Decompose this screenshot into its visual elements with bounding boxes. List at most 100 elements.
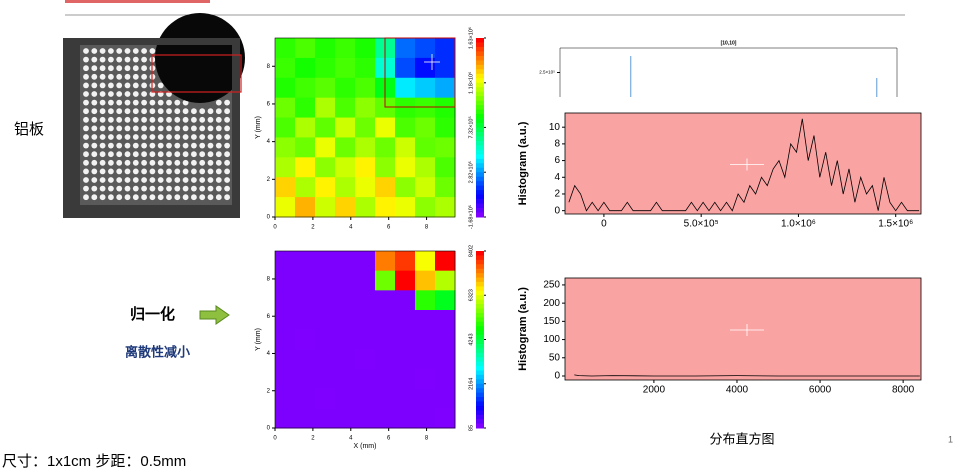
dot (141, 177, 148, 183)
dot (116, 177, 123, 183)
dot (83, 194, 89, 201)
highlight (151, 54, 242, 93)
dot (182, 151, 189, 158)
dot (132, 125, 139, 132)
dot (83, 125, 89, 132)
heat-cell (375, 369, 396, 390)
dot (199, 142, 206, 149)
colorbar-label: 2.82×10⁵ (467, 161, 474, 183)
x-tick-label: 8 (425, 436, 429, 442)
dot (91, 159, 98, 166)
heat-cell (435, 329, 456, 350)
colorbar-step (476, 379, 484, 385)
y-tick-label: 250 (543, 280, 560, 291)
heat-cell (435, 197, 456, 218)
x-tick-label: 2 (311, 225, 315, 231)
y-tick-label: 4 (267, 351, 271, 357)
heat-cell (375, 251, 396, 272)
hole (155, 13, 245, 103)
heat-cell (395, 270, 416, 291)
x-tick-label: 1.5×10⁶ (878, 219, 913, 230)
dot (116, 134, 123, 140)
heat-cell (435, 270, 456, 291)
heat-cell (415, 117, 436, 138)
dot (91, 116, 98, 123)
dot (174, 194, 181, 201)
dot (191, 142, 197, 149)
x-tick-label: 0 (273, 436, 277, 442)
dot (182, 108, 189, 115)
colorbar-step (476, 208, 484, 214)
dot (215, 134, 222, 140)
dot (141, 73, 148, 80)
dot (149, 168, 156, 175)
dot (83, 116, 89, 123)
heat-cell (375, 117, 396, 138)
dot (199, 168, 206, 175)
heat-cell (315, 251, 336, 272)
dot (191, 134, 197, 140)
heat-cell (335, 349, 356, 370)
heat-cell (355, 137, 376, 158)
dot (99, 142, 106, 149)
heat-cell (315, 369, 336, 390)
heat-cell (395, 157, 416, 178)
dot (108, 185, 114, 192)
colorbar-step (476, 423, 484, 429)
heat-cell (295, 270, 316, 291)
heat-cell (315, 270, 336, 291)
heat-cell (295, 388, 316, 409)
heat-cell (395, 310, 416, 331)
dot (224, 194, 231, 201)
heat-cell (315, 197, 336, 218)
colorbar-step (476, 105, 484, 111)
dot (99, 73, 106, 80)
dot (166, 159, 172, 166)
dot (83, 82, 89, 89)
heat-cell (295, 369, 316, 390)
heat-cell (375, 97, 396, 119)
dot (99, 134, 106, 140)
heat-cell (335, 369, 356, 390)
dot (132, 73, 139, 80)
y-tick-label: 8 (554, 139, 560, 150)
dot (182, 185, 189, 192)
colorbar-step (476, 123, 484, 128)
heat-cell (295, 57, 316, 79)
dot (182, 134, 189, 140)
colorbar-step (476, 78, 484, 84)
dot (149, 99, 156, 106)
heat-cell (295, 310, 316, 331)
heat-cell (415, 270, 436, 291)
colorbar-step (476, 374, 484, 380)
dot (108, 194, 114, 201)
heat-cell (335, 329, 356, 350)
dot (174, 159, 181, 166)
y-tick-label: 150 (543, 316, 560, 327)
heat-cell (375, 157, 396, 178)
y-tick-label: 50 (549, 352, 561, 363)
colorbar-step (476, 167, 484, 173)
colorbar-step (476, 405, 484, 411)
heat-cell (275, 329, 296, 350)
dot (141, 125, 148, 132)
dot (91, 185, 98, 192)
dot (91, 151, 98, 158)
dot (108, 56, 114, 63)
heat-cell (375, 197, 396, 218)
x-tick-label: 1.0×10⁶ (781, 219, 816, 230)
heat-cell (275, 349, 296, 370)
heat-cell (315, 177, 336, 198)
dot (108, 82, 114, 89)
dot (207, 168, 214, 175)
dot (91, 168, 98, 175)
colorbar-step (476, 419, 484, 425)
dot (83, 151, 89, 158)
dot (199, 134, 206, 140)
dot (116, 99, 123, 106)
dot (141, 99, 148, 106)
dot (91, 65, 98, 72)
colorbar-step (476, 401, 484, 407)
arrow (199, 305, 230, 325)
heat-cell (315, 408, 336, 429)
